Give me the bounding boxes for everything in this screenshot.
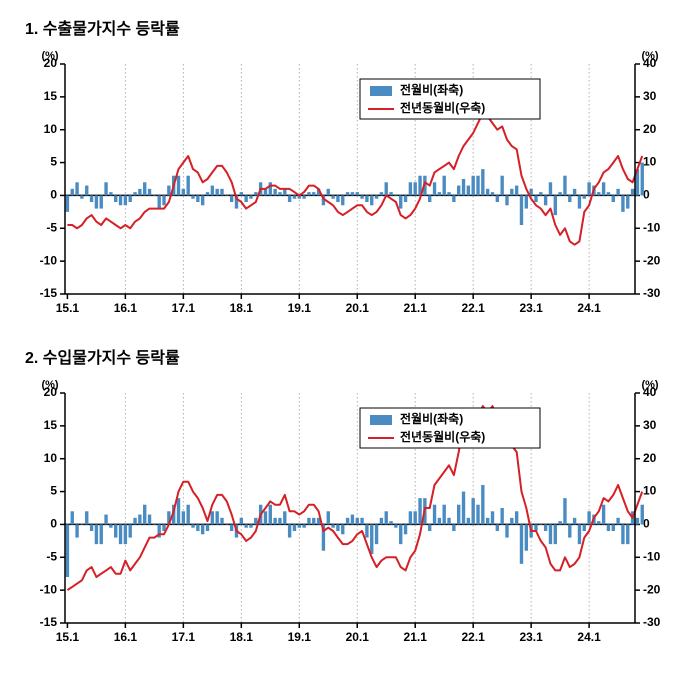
- svg-text:19.1: 19.1: [288, 630, 312, 644]
- svg-text:23.1: 23.1: [519, 630, 543, 644]
- svg-text:-5: -5: [46, 220, 57, 234]
- chart-svg-1: -15-10-505101520-30-20-1001020304015.116…: [15, 373, 685, 653]
- svg-text:24.1: 24.1: [577, 630, 601, 644]
- svg-text:30: 30: [643, 418, 657, 432]
- svg-text:15.1: 15.1: [56, 630, 80, 644]
- svg-text:24.1: 24.1: [577, 301, 601, 315]
- svg-text:0: 0: [50, 517, 57, 531]
- svg-text:18.1: 18.1: [230, 630, 254, 644]
- svg-text:21.1: 21.1: [404, 301, 428, 315]
- svg-text:15: 15: [44, 89, 58, 103]
- svg-text:20: 20: [643, 122, 657, 136]
- svg-text:23.1: 23.1: [519, 301, 543, 315]
- svg-text:17.1: 17.1: [172, 630, 196, 644]
- svg-text:10: 10: [643, 484, 657, 498]
- svg-text:-5: -5: [46, 549, 57, 563]
- svg-text:5: 5: [50, 484, 57, 498]
- chart-0: 1. 수출물가지수 등락률 -15 -10 -5 0 5 10 15 20 -30 -20 -10 0 1…: [15, 15, 685, 324]
- svg-text:20: 20: [643, 451, 657, 465]
- svg-text:(%): (%): [641, 50, 658, 62]
- svg-text:10: 10: [44, 122, 58, 136]
- svg-text:5: 5: [50, 155, 57, 169]
- chart-title-1: 2. 수입물가지수 등락률: [25, 344, 685, 368]
- svg-text:전월비(좌축): 전월비(좌축): [400, 82, 463, 97]
- svg-text:-10: -10: [643, 549, 661, 563]
- svg-text:(%): (%): [41, 379, 58, 391]
- svg-text:(%): (%): [641, 379, 658, 391]
- legend-1: 전월비(좌축) 전년동월비(우축): [360, 408, 540, 448]
- svg-text:-10: -10: [40, 582, 58, 596]
- svg-text:15: 15: [44, 418, 58, 432]
- svg-text:전년동월비(우축): 전년동월비(우축): [400, 429, 485, 444]
- svg-text:20.1: 20.1: [346, 301, 370, 315]
- svg-text:30: 30: [643, 89, 657, 103]
- svg-text:-20: -20: [643, 253, 661, 267]
- chart-1: 2. 수입물가지수 등락률 -15 -10 -5 0 5 10 15 20 -30 -20 -10 0 1…: [15, 344, 685, 653]
- svg-text:-10: -10: [643, 220, 661, 234]
- svg-text:17.1: 17.1: [172, 301, 196, 315]
- svg-text:16.1: 16.1: [114, 301, 138, 315]
- svg-text:0: 0: [50, 188, 57, 202]
- svg-text:-15: -15: [40, 286, 58, 300]
- svg-text:19.1: 19.1: [288, 301, 312, 315]
- svg-text:-15: -15: [40, 615, 58, 629]
- svg-text:-30: -30: [643, 615, 661, 629]
- svg-text:10: 10: [44, 451, 58, 465]
- svg-text:15.1: 15.1: [56, 301, 80, 315]
- svg-text:(%): (%): [41, 50, 58, 62]
- svg-text:-10: -10: [40, 253, 58, 267]
- svg-text:0: 0: [643, 188, 650, 202]
- svg-text:21.1: 21.1: [404, 630, 428, 644]
- svg-text:0: 0: [643, 517, 650, 531]
- svg-text:18.1: 18.1: [230, 301, 254, 315]
- svg-text:-30: -30: [643, 286, 661, 300]
- svg-text:전년동월비(우축): 전년동월비(우축): [400, 100, 485, 115]
- chart-svg-0: -15-10-505101520-30-20-1001020304015.116…: [15, 44, 685, 324]
- legend-0: 전월비(좌축) 전년동월비(우축): [360, 79, 540, 119]
- svg-text:전월비(좌축): 전월비(좌축): [400, 411, 463, 426]
- svg-text:-20: -20: [643, 582, 661, 596]
- svg-text:22.1: 22.1: [461, 301, 485, 315]
- chart-title-0: 1. 수출물가지수 등락률: [25, 15, 685, 39]
- svg-text:22.1: 22.1: [461, 630, 485, 644]
- svg-text:16.1: 16.1: [114, 630, 138, 644]
- svg-text:20.1: 20.1: [346, 630, 370, 644]
- svg-text:10: 10: [643, 155, 657, 169]
